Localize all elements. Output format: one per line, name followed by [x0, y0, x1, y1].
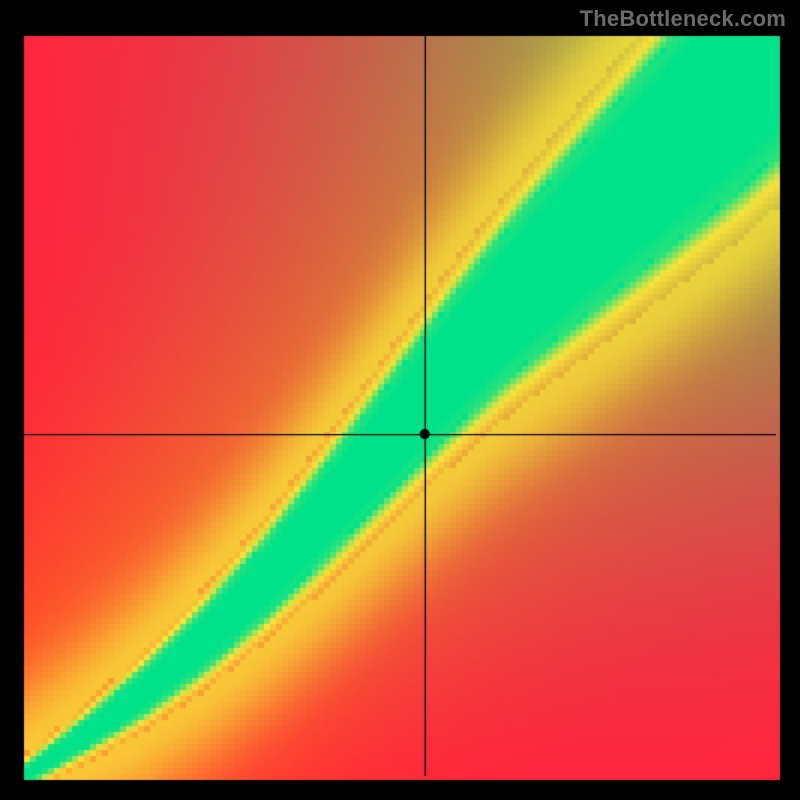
- watermark-text: TheBottleneck.com: [580, 6, 786, 32]
- bottleneck-heatmap: [0, 0, 800, 800]
- chart-container: { "watermark": { "text": "TheBottleneck.…: [0, 0, 800, 800]
